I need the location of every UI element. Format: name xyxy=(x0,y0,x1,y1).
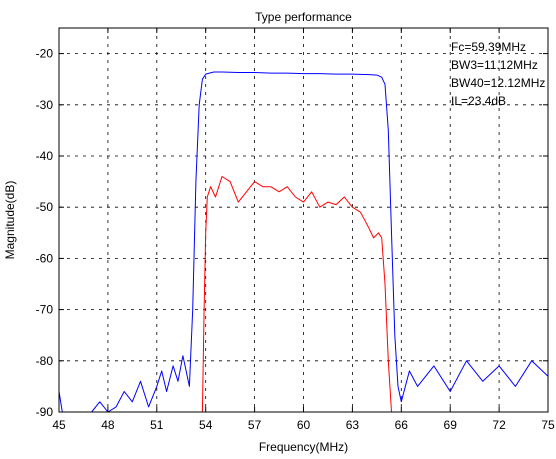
y-tick-label: -60 xyxy=(36,251,54,265)
ticks xyxy=(58,28,549,413)
y-tick-labels: -90 -80 -70 -60 -50 -40 -30 -20 xyxy=(36,47,54,419)
chart-title: Type performance xyxy=(255,10,352,24)
x-tick-label: 69 xyxy=(444,418,458,432)
annotation-2: BW3=11.12MHz xyxy=(451,58,538,72)
x-tick-label: 66 xyxy=(395,418,409,432)
x-tick-label: 54 xyxy=(199,418,213,432)
x-tick-labels: 45 48 51 54 57 60 63 66 69 72 75 xyxy=(52,418,555,432)
x-tick-label: 63 xyxy=(346,418,360,432)
x-tick-label: 75 xyxy=(541,418,555,432)
x-tick-label: 45 xyxy=(52,418,66,432)
grid xyxy=(59,28,548,412)
y-tick-label: -30 xyxy=(36,98,54,112)
annotation-3: BW40=12.12MHz xyxy=(451,76,545,90)
x-tick-label: 57 xyxy=(248,418,262,432)
x-tick-label: 72 xyxy=(492,418,506,432)
x-tick-label: 60 xyxy=(297,418,311,432)
y-tick-label: -20 xyxy=(36,47,54,61)
y-tick-label: -70 xyxy=(36,303,54,317)
x-axis-label: Frequency(MHz) xyxy=(259,440,348,454)
x-tick-label: 51 xyxy=(150,418,164,432)
y-tick-label: -80 xyxy=(36,354,54,368)
annotation-1: Fc=59.39MHz xyxy=(451,40,526,54)
series-line-1 xyxy=(58,71,549,413)
y-tick-label: -90 xyxy=(36,405,54,419)
y-tick-label: -50 xyxy=(36,200,54,214)
annotations: Fc=59.39MHz BW3=11.12MHz BW40=12.12MHz IL=2… xyxy=(451,40,545,108)
annotation-4: IL=23.4dB xyxy=(451,94,506,108)
y-tick-label: -40 xyxy=(36,149,54,163)
series-line-2 xyxy=(201,176,392,413)
y-axis-label: Magnitude(dB) xyxy=(3,181,17,260)
x-tick-label: 48 xyxy=(101,418,115,432)
plot-lines xyxy=(58,71,549,413)
